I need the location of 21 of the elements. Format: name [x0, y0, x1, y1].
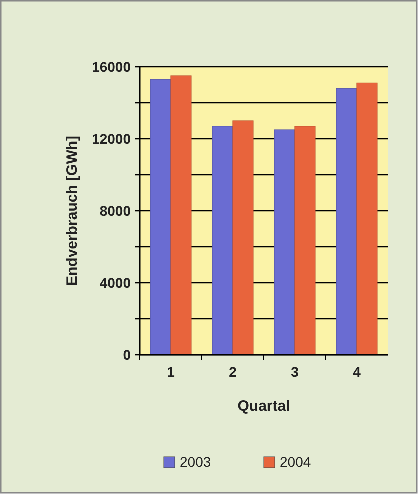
- bar: [294, 126, 316, 356]
- y-tick-label: 12000: [92, 130, 132, 147]
- bar: [150, 79, 172, 356]
- x-axis-title: Quartal: [238, 398, 290, 415]
- bar: [212, 126, 234, 356]
- bar: [336, 88, 358, 356]
- y-tick-label: 16000: [92, 58, 132, 75]
- x-tick-label: 1: [167, 364, 176, 380]
- legend-label: 2003: [180, 454, 212, 470]
- bar: [170, 76, 192, 356]
- x-tick-label: 3: [291, 364, 300, 380]
- x-tick-label: 2: [229, 364, 238, 380]
- y-axis-title: Endverbrauch [GWh]: [64, 136, 81, 286]
- x-tick-label: 4: [353, 364, 362, 380]
- bar: [232, 120, 254, 356]
- y-tick-label: 8000: [100, 202, 132, 219]
- legend-label: 2004: [280, 454, 312, 470]
- bar: [274, 130, 296, 356]
- bar: [356, 82, 378, 356]
- y-tick-label: 4000: [100, 274, 132, 291]
- y-tick-label: 0: [123, 346, 132, 363]
